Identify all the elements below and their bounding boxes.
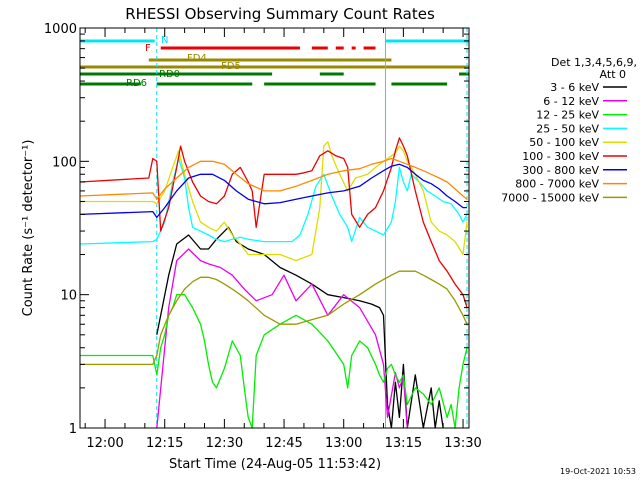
- x-axis-label: Start Time (24-Aug-05 11:53:42): [169, 457, 381, 472]
- y-axis-label: Count Rate (s⁻¹ detector⁻¹): [21, 140, 36, 317]
- series-line-25-50-kev: [79, 157, 468, 245]
- x-tick-label: 13:30: [444, 436, 481, 451]
- series-line-7000-15000-kev: [80, 270, 468, 366]
- legend-label-800-7000-kev: 800 - 7000 keV: [515, 178, 599, 191]
- flag-label-f: F: [145, 43, 151, 54]
- legend-header-line-2: Att 0: [600, 68, 626, 81]
- legend-label-6-12-kev: 6 - 12 keV: [543, 95, 599, 108]
- y-axis-ticks: 1 10 100 1000: [44, 22, 469, 437]
- x-tick-label: 12:30: [206, 436, 243, 451]
- x-axis-ticks: 12:00 12:15 12:30 12:45 13:00 13:15 13:30: [84, 28, 482, 451]
- y-tick-label: 1: [69, 422, 77, 437]
- legend-label-3-6-kev: 3 - 6 keV: [550, 81, 599, 94]
- x-tick-label: 12:00: [86, 436, 123, 451]
- series-lines: [79, 137, 468, 429]
- flag-label-fd4: FD4: [187, 53, 207, 64]
- series-line-100-300-kev: [79, 137, 468, 308]
- flag-label-rd0: RD0: [159, 69, 180, 80]
- plot-frame: [79, 27, 470, 429]
- y-tick-label: 1000: [44, 22, 77, 37]
- flag-label-rd6: RD6: [126, 78, 147, 89]
- x-tick-label: 13:00: [325, 436, 362, 451]
- legend-label-50-100-kev: 50 - 100 keV: [529, 136, 599, 149]
- legend-label-25-50-kev: 25 - 50 keV: [536, 122, 599, 135]
- legend-label-12-25-kev: 12 - 25 keV: [536, 109, 599, 122]
- x-tick-label: 12:45: [265, 436, 302, 451]
- y-tick-label: 10: [60, 289, 77, 304]
- legend-label-7000-15000-kev: 7000 - 15000 keV: [501, 191, 599, 204]
- legend-header-line-1: Det 1,3,4,5,6,9,: [551, 56, 637, 69]
- footer-timestamp: 19-Oct-2021 10:53: [560, 467, 636, 476]
- flag-bars: NF FD4 FD5 RD0 RD6: [80, 35, 469, 89]
- series-line-12-25-kev: [80, 294, 468, 429]
- y-tick-label: 100: [52, 155, 77, 170]
- legend-label-100-300-kev: 100 - 300 keV: [522, 150, 599, 163]
- series-line-800-7000-kev: [79, 157, 468, 200]
- legend-label-300-800-kev: 300 - 800 keV: [522, 164, 599, 177]
- series-line-300-800-kev: [79, 163, 467, 219]
- x-tick-label: 12:15: [146, 436, 183, 451]
- chart-title: RHESSI Observing Summary Count Rates: [125, 5, 435, 23]
- series-line-6-12-kev: [156, 248, 408, 429]
- flag-label-n: N: [161, 35, 168, 46]
- x-tick-label: 13:15: [385, 436, 422, 451]
- flag-label-fd5: FD5: [221, 61, 241, 72]
